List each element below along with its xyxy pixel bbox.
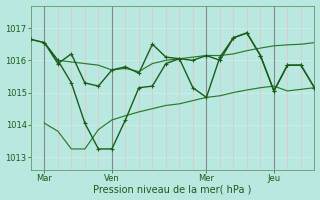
X-axis label: Pression niveau de la mer( hPa ): Pression niveau de la mer( hPa ) xyxy=(93,184,252,194)
